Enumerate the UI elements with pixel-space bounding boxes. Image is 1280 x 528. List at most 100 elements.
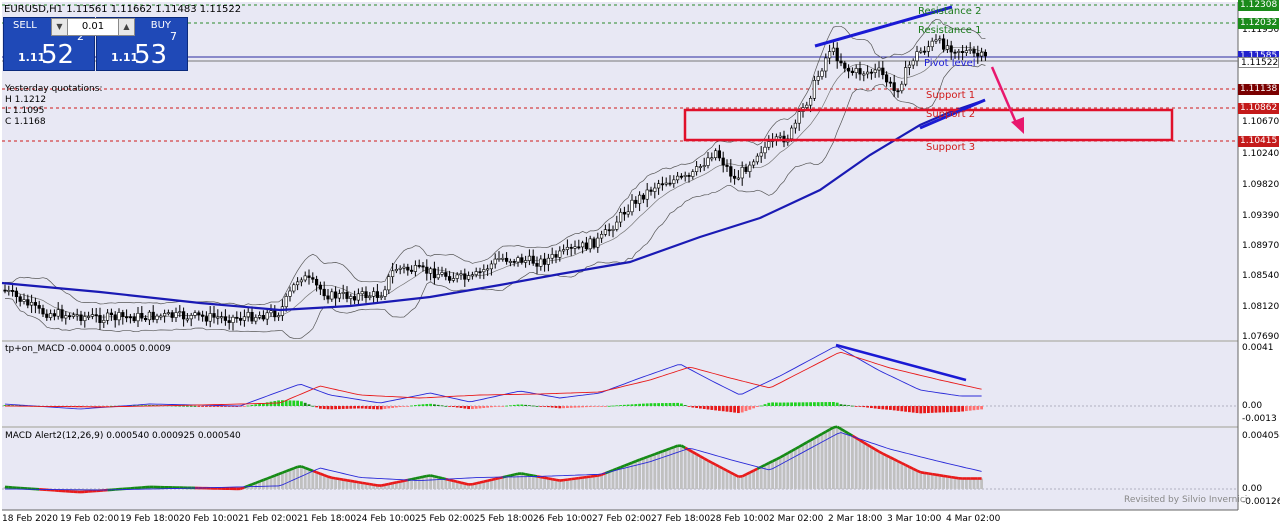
lot-increase-button[interactable]: ▲ xyxy=(118,18,135,36)
macd2-bar xyxy=(379,485,383,489)
macd1-bar xyxy=(813,402,816,406)
candle-body xyxy=(440,272,444,275)
macd2-main-segment xyxy=(551,477,557,482)
candle-body xyxy=(839,60,843,64)
macd1-bar xyxy=(642,403,645,406)
macd1-bar xyxy=(577,406,581,408)
macd1-bar xyxy=(809,402,812,406)
macd2-bar xyxy=(801,444,805,489)
support-zone-rectangle xyxy=(683,108,1174,142)
macd1-bar xyxy=(953,406,957,412)
macd2-main-segment xyxy=(460,481,466,485)
candle-body xyxy=(922,50,927,53)
candle-body xyxy=(964,50,968,53)
macd1-bar xyxy=(216,406,220,407)
macd2-bar xyxy=(410,479,413,489)
candle-body xyxy=(683,175,687,177)
main-panel-bg xyxy=(2,2,1238,340)
candle-body xyxy=(858,68,862,75)
macd1-bar xyxy=(265,402,269,406)
macd2-bar xyxy=(691,452,695,489)
candle-body xyxy=(584,242,588,250)
macd2-main-segment xyxy=(369,482,374,487)
macd1-bar xyxy=(227,406,231,407)
macd2-main-segment xyxy=(897,460,903,465)
candle-body xyxy=(482,269,486,273)
lot-decrease-button[interactable]: ▼ xyxy=(51,18,68,36)
bollinger-upper xyxy=(4,19,986,306)
candle-body xyxy=(295,281,300,286)
macd2-bar xyxy=(421,476,425,489)
macd1-bar xyxy=(611,405,615,407)
candle-body xyxy=(261,315,266,320)
price-tick: 1.07690 xyxy=(1242,332,1280,342)
candle-body xyxy=(7,290,11,292)
candle-body xyxy=(615,221,619,230)
macd2-bar xyxy=(490,479,493,489)
macd2-bar xyxy=(748,472,752,489)
macd1-bar xyxy=(319,406,322,409)
macd1-bar xyxy=(288,400,292,406)
macd2-bar xyxy=(866,444,869,489)
macd2-bar xyxy=(569,479,573,489)
macd2-bar xyxy=(645,456,649,489)
macd2-main-segment xyxy=(426,474,431,478)
macd2-main-segment xyxy=(695,453,702,458)
macd2-main-segment xyxy=(768,460,774,465)
candle-body xyxy=(109,312,113,316)
candle-body xyxy=(592,238,596,248)
macd1-bar xyxy=(482,406,486,409)
candle-body xyxy=(824,57,828,72)
macd2-main-segment xyxy=(319,472,325,477)
sell-button[interactable]: SELL 1.11 52 2 xyxy=(3,17,95,71)
macd2-main-segment xyxy=(316,471,321,475)
macd2-bar xyxy=(273,475,277,489)
candle-body xyxy=(33,302,37,306)
macd2-main-segment xyxy=(874,448,880,453)
macd2-main-segment xyxy=(840,427,846,433)
candle-body xyxy=(132,316,136,322)
candle-body xyxy=(18,296,22,302)
candle-body xyxy=(425,266,429,274)
candlesticks xyxy=(3,34,987,331)
bollinger-middle xyxy=(4,46,986,319)
macd1-bar xyxy=(919,406,923,414)
candle-body xyxy=(48,313,53,318)
macd2-bar xyxy=(889,457,892,489)
macd2-bar xyxy=(927,473,930,489)
candle-body xyxy=(645,189,649,200)
macd2-bar xyxy=(433,476,436,489)
candle-body xyxy=(322,288,326,297)
macd2-main-segment xyxy=(323,474,329,478)
macd2-bar xyxy=(75,489,79,492)
macd1-bar xyxy=(429,403,432,406)
candle-body xyxy=(698,166,702,168)
macd2-main-segment xyxy=(775,456,781,461)
macd1-bar xyxy=(345,406,349,409)
macd1-bar xyxy=(699,406,702,409)
macd2-bar xyxy=(946,476,949,489)
macd1-bar xyxy=(870,406,873,409)
macd2-main-segment xyxy=(905,463,910,469)
macd1-bar xyxy=(186,405,189,407)
macd2-bar xyxy=(805,442,809,489)
time-tick: 21 Feb 18:00 xyxy=(297,514,357,524)
candle-body xyxy=(94,314,98,317)
candle-body xyxy=(273,310,277,318)
candle-body xyxy=(37,305,41,309)
macd2-bar xyxy=(938,475,942,489)
macd2-bar xyxy=(904,465,907,489)
candle-body xyxy=(193,312,197,316)
candle-body xyxy=(432,268,437,279)
macd1-bar xyxy=(687,406,691,407)
macd2-main-segment xyxy=(479,480,485,484)
candle-body xyxy=(447,276,452,281)
macd2-main-segment xyxy=(787,449,793,455)
macd1-bar xyxy=(786,402,790,406)
macd2-bar xyxy=(596,475,600,489)
macd2-main-segment xyxy=(525,473,530,477)
candle-body xyxy=(489,263,494,270)
macd2-main-segment xyxy=(692,450,698,456)
macd2-bar xyxy=(919,472,923,489)
